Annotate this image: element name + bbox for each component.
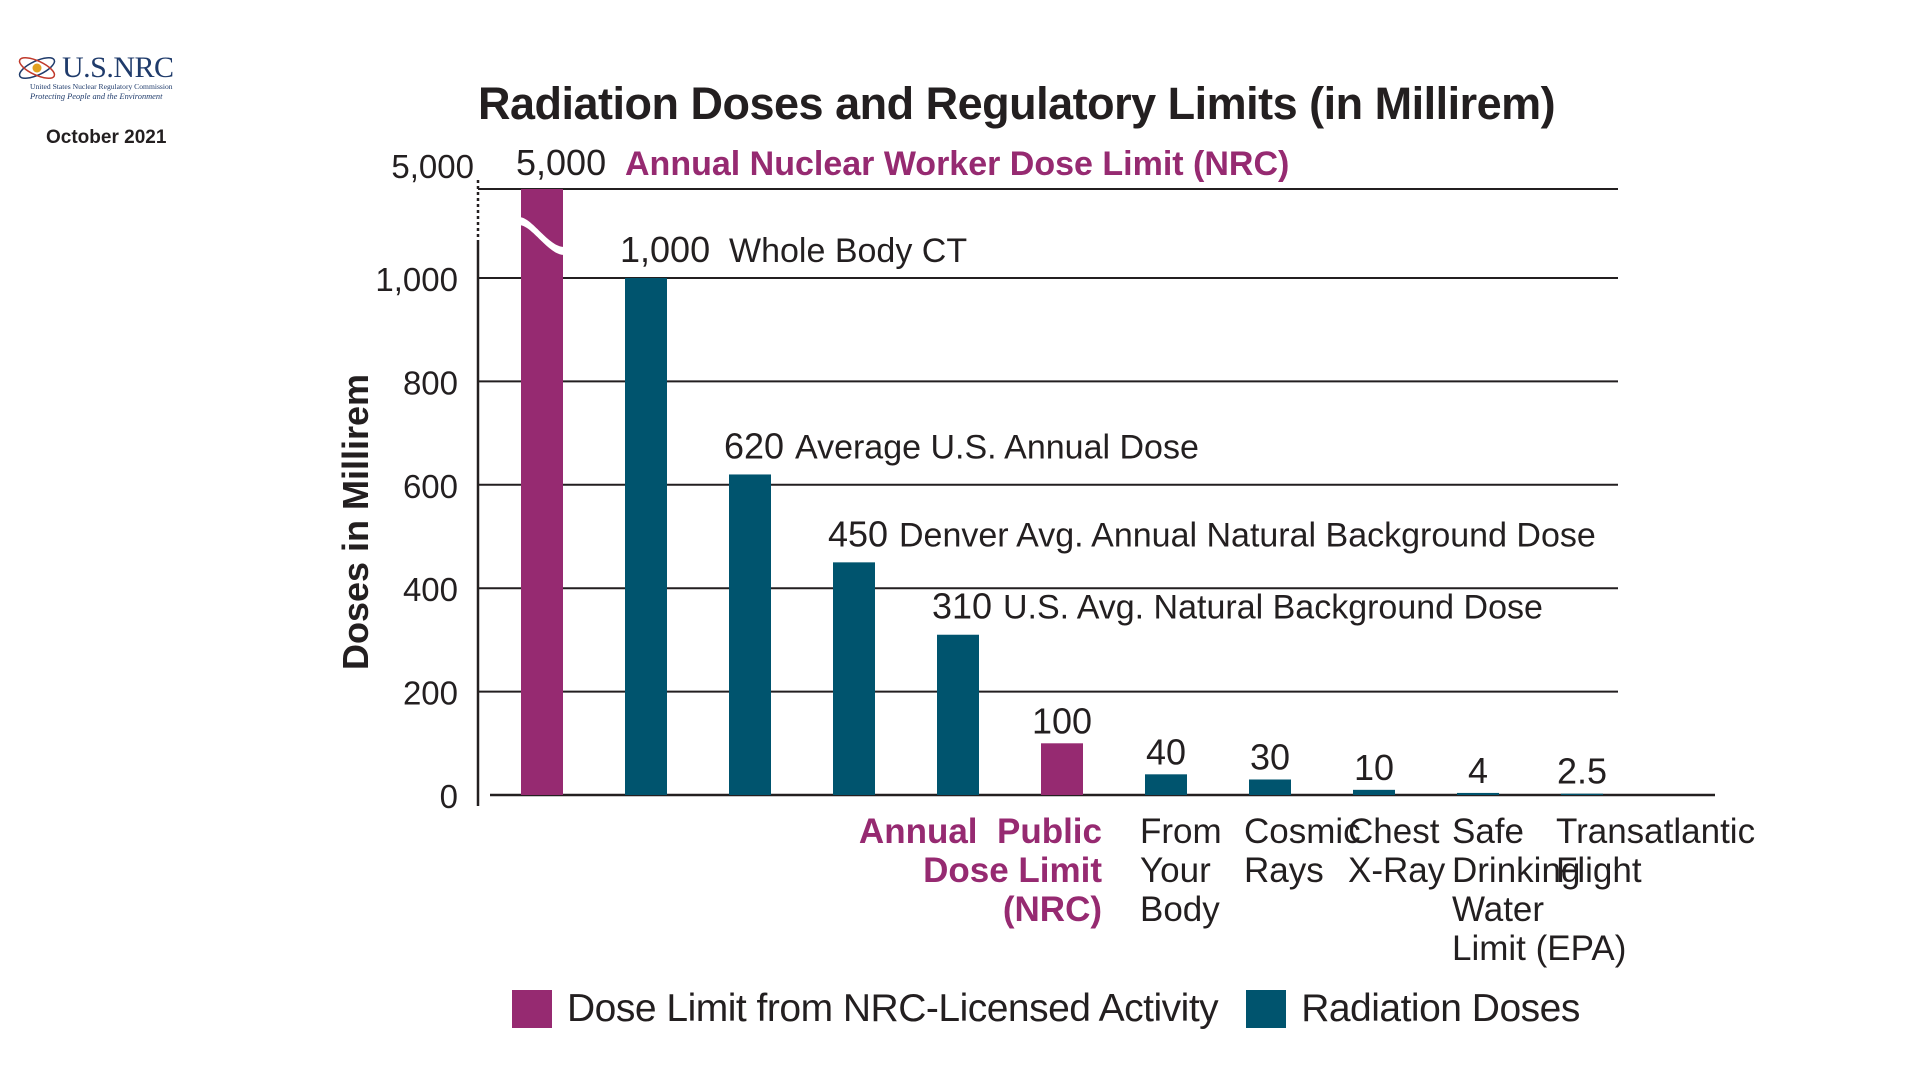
- y-tick-label: 200: [403, 675, 458, 712]
- x-category-label: Your: [1140, 851, 1211, 890]
- y-tick-label: 600: [403, 468, 458, 505]
- bar-description-label: Denver Avg. Annual Natural Background Do…: [899, 516, 1596, 554]
- x-category-label: Limit (EPA): [1452, 929, 1626, 968]
- bar: [1561, 793, 1603, 795]
- axis-break-mark: [515, 217, 569, 255]
- x-category-label: Chest: [1348, 812, 1440, 851]
- x-category-label: Annual Public: [859, 812, 1102, 851]
- bar-value-label: 2.5: [1557, 751, 1607, 792]
- bar: [1249, 779, 1291, 795]
- bar-description-label: Whole Body CT: [729, 232, 967, 270]
- atom-icon: [18, 57, 56, 79]
- y-tick-label: 400: [403, 571, 458, 608]
- legend-swatch-limit: [512, 990, 552, 1028]
- x-category-label: Dose Limit: [923, 851, 1102, 890]
- legend-label-limit: Dose Limit from NRC-Licensed Activity: [567, 987, 1219, 1030]
- bar-value-label: 10: [1354, 747, 1394, 788]
- x-category-label: Safe: [1452, 812, 1524, 851]
- bar-description-label: Average U.S. Annual Dose: [795, 428, 1199, 466]
- bar-value-label: 450: [828, 513, 888, 554]
- y-tick-label: 800: [403, 364, 458, 401]
- x-category-label: Water: [1452, 890, 1544, 929]
- x-category-label: Body: [1140, 890, 1220, 929]
- bar-value-label: 40: [1146, 731, 1186, 772]
- legend-swatch-dose: [1246, 990, 1287, 1028]
- legend-label-dose: Radiation Doses: [1301, 987, 1580, 1030]
- bar-value-label: 310: [932, 586, 992, 627]
- logo-name: U.S.NRC: [62, 51, 174, 84]
- logo-subtitle: United States Nuclear Regulatory Commiss…: [30, 82, 173, 91]
- bar-value-label: 1,000: [620, 229, 710, 270]
- bar-description-label: U.S. Avg. Natural Background Dose: [1003, 589, 1543, 627]
- bar-value-label: 620: [724, 425, 784, 466]
- x-category-label: (NRC): [1003, 890, 1102, 929]
- bar: [729, 474, 771, 795]
- bar: [1457, 792, 1499, 795]
- bar: [937, 634, 979, 795]
- y-tick-label: 0: [440, 778, 458, 815]
- chart-legend: Dose Limit from NRC-Licensed Activity Ra…: [512, 987, 1608, 1031]
- bar: [625, 278, 667, 795]
- chart-title: Radiation Doses and Regulatory Limits (i…: [478, 78, 1556, 129]
- x-category-label: Rays: [1244, 851, 1324, 890]
- bar-value-label: 30: [1250, 736, 1290, 777]
- nrc-logo: U.S.NRC United States Nuclear Regulatory…: [14, 50, 204, 101]
- bar: [1145, 774, 1187, 795]
- bar-value-label: 4: [1468, 750, 1488, 791]
- y-tick-label: 1,000: [375, 261, 458, 298]
- x-category-label: Transatlantic: [1556, 812, 1755, 851]
- legend-item-dose: Radiation Doses: [1246, 987, 1580, 1031]
- bar: [1353, 789, 1395, 795]
- x-category-label: Cosmic: [1244, 812, 1361, 851]
- bar-value-label: 100: [1032, 700, 1092, 741]
- bar-value-label: 5,000: [516, 142, 606, 183]
- x-category-label: Drinking: [1452, 851, 1580, 890]
- x-category-label: Flight: [1556, 851, 1642, 890]
- x-category-label: X-Ray: [1348, 851, 1446, 890]
- logo-tagline: Protecting People and the Environment: [30, 92, 163, 101]
- bar: [521, 189, 563, 795]
- bar-description-label: Annual Nuclear Worker Dose Limit (NRC): [625, 145, 1289, 183]
- y-tick-label: 5,000: [391, 148, 474, 185]
- x-category-label: From: [1140, 812, 1222, 851]
- bar: [833, 562, 875, 795]
- publication-date: October 2021: [46, 127, 167, 148]
- bar: [1041, 743, 1083, 795]
- y-axis-label: Doses in Millirem: [335, 374, 376, 670]
- legend-item-limit: Dose Limit from NRC-Licensed Activity: [512, 987, 1219, 1031]
